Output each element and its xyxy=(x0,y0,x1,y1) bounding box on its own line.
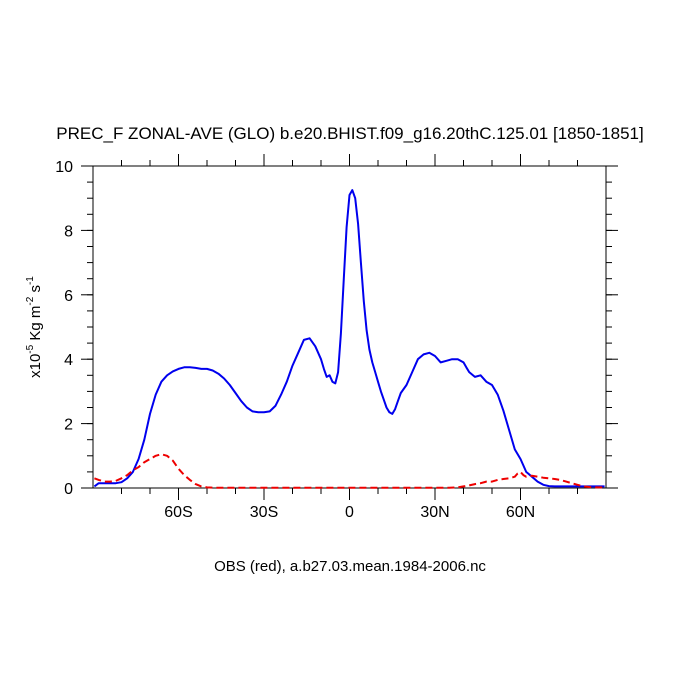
minor-ticks xyxy=(87,160,612,494)
x-tick-labels: 60S 30S 0 30N 60N xyxy=(164,504,535,521)
y-label-exp1: -5 xyxy=(25,344,36,353)
x-tick-label: 60N xyxy=(506,504,535,521)
x-tick-label: 30S xyxy=(250,504,278,521)
y-tick-label: 8 xyxy=(64,223,73,240)
y-axis-label: x10-5 Kg m-2 s-1 xyxy=(25,276,44,378)
y-tick-label: 6 xyxy=(64,288,73,305)
y-label-units1: Kg m xyxy=(27,306,44,345)
x-tick-label: 60S xyxy=(164,504,192,521)
y-tick-label: 4 xyxy=(64,352,73,369)
y-tick-label: 0 xyxy=(64,481,73,498)
y-tick-label: 2 xyxy=(64,417,73,434)
major-ticks xyxy=(81,154,618,500)
x-tick-label: 0 xyxy=(345,504,354,521)
y-tick-labels: 0 2 4 6 8 10 xyxy=(55,159,73,498)
plot-frame xyxy=(92,165,607,489)
model-precip-line xyxy=(93,189,605,488)
y-tick-label: 10 xyxy=(55,159,73,176)
y-label-exp3: -1 xyxy=(25,276,36,285)
y-label-prefix: x10 xyxy=(27,354,44,378)
obs-precip-line xyxy=(94,453,605,489)
series-layer xyxy=(93,189,605,489)
x-tick-label: 30N xyxy=(420,504,449,521)
y-label-exp2: -2 xyxy=(25,296,36,305)
y-label-units2: s xyxy=(27,285,44,297)
chart-title: PREC_F ZONAL-AVE (GLO) b.e20.BHIST.f09_g… xyxy=(56,124,643,143)
x-axis-label: OBS (red), a.b27.03.mean.1984-2006.nc xyxy=(214,558,486,575)
